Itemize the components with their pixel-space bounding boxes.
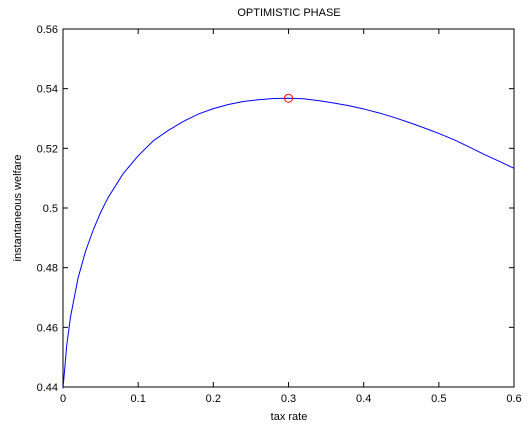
y-tick-label: 0.56 xyxy=(37,24,58,36)
y-tick-label: 0.52 xyxy=(37,143,58,155)
y-axis-title: instantaneous welfare xyxy=(12,154,24,261)
max-point-marker xyxy=(284,93,293,103)
x-tick-label: 0.5 xyxy=(431,393,446,405)
x-tick-label: 0.1 xyxy=(131,393,146,405)
x-axis-title: tax rate xyxy=(271,411,308,423)
series-line xyxy=(62,97,515,389)
axis-ticks: 0 0.1 0.2 0.3 0.4 0.5 0.6 0.44 0.46 0.48 0.5 0.52 0.… xyxy=(37,24,522,405)
x-tick-label: 0.4 xyxy=(356,393,371,405)
y-tick-label: 0.46 xyxy=(37,322,58,334)
y-tick-label: 0.48 xyxy=(37,263,58,275)
y-tick-label: 0.54 xyxy=(37,84,58,96)
y-tick-label: 0.5 xyxy=(43,203,58,215)
chart-title: OPTIMISTIC PHASE xyxy=(237,7,340,19)
series-layer xyxy=(62,93,515,389)
x-tick-label: 0 xyxy=(60,393,66,405)
x-tick-label: 0.3 xyxy=(281,393,296,405)
x-tick-label: 0.6 xyxy=(506,393,521,405)
plot-area-frame xyxy=(62,28,515,388)
y-tick-label: 0.44 xyxy=(37,382,58,394)
x-tick-label: 0.2 xyxy=(206,393,221,405)
